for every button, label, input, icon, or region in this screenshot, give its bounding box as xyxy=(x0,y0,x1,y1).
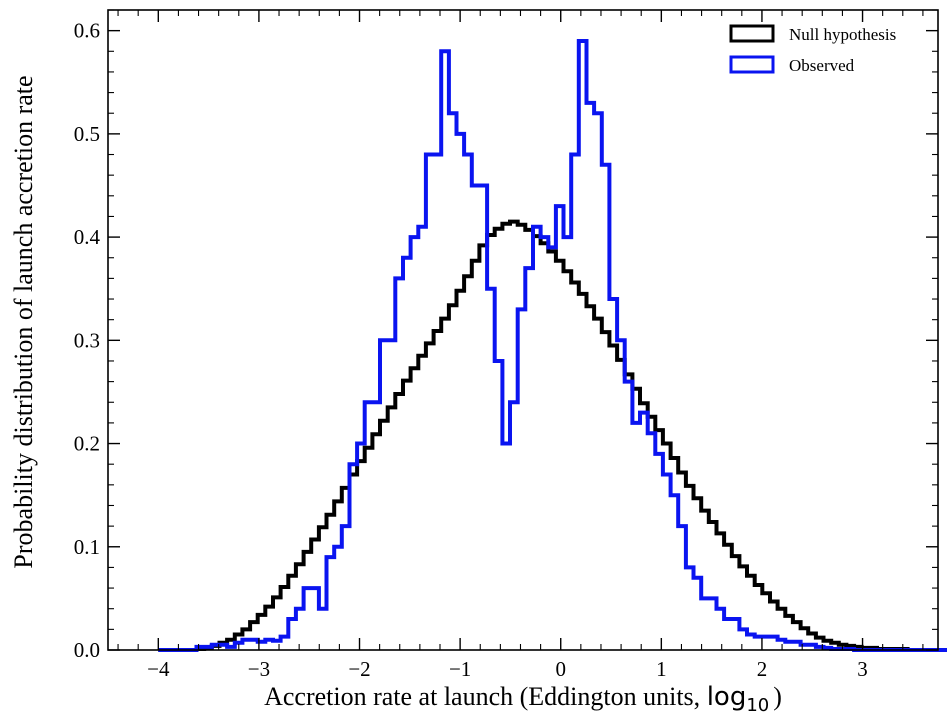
x-axis-label-main: Accretion rate at launch (Eddington unit… xyxy=(264,682,707,711)
y-tick-label: 0.5 xyxy=(74,122,100,146)
legend-label-null-hypothesis: Null hypothesis xyxy=(789,25,896,44)
series-line-observed xyxy=(158,39,947,652)
plot-frame xyxy=(107,9,939,651)
x-tick-label: 3 xyxy=(857,657,868,681)
x-tick-label: 2 xyxy=(757,657,768,681)
y-tick-label: 0.1 xyxy=(74,535,100,559)
series-layer xyxy=(158,39,947,652)
x-axis-label-log: log xyxy=(707,682,747,712)
y-axis-label: Probability distribution of launch accre… xyxy=(9,75,38,568)
y-tick-label: 0.0 xyxy=(74,638,100,662)
x-axis-label-close: ) xyxy=(773,682,782,711)
y-tick-label: 0.4 xyxy=(74,225,101,249)
ticks-layer: −4 −3 −2 −1 0 1 2 3 0.0 0.1 0.2 0.3 0.4 0.5 0.6 xyxy=(74,9,938,681)
legend-swatch-null-hypothesis xyxy=(729,24,775,43)
x-tick-label: −3 xyxy=(248,657,270,681)
y-tick-label: 0.6 xyxy=(74,19,100,43)
x-tick-label: −2 xyxy=(348,657,370,681)
legend: Null hypothesis Observed xyxy=(729,24,896,75)
x-tick-label: 1 xyxy=(656,657,667,681)
y-tick-label: 0.3 xyxy=(74,328,100,352)
legend-swatch-observed xyxy=(729,55,775,74)
x-tick-label: −4 xyxy=(147,657,170,681)
x-axis-label: Accretion rate at launch (Eddington unit… xyxy=(264,682,782,716)
legend-label-observed: Observed xyxy=(789,56,855,75)
x-tick-label: 0 xyxy=(555,657,566,681)
series-line-null-hypothesis xyxy=(158,219,947,652)
x-tick-label: −1 xyxy=(449,657,471,681)
y-tick-label: 0.2 xyxy=(74,432,100,456)
x-axis-label-subscript: 10 xyxy=(746,695,769,716)
